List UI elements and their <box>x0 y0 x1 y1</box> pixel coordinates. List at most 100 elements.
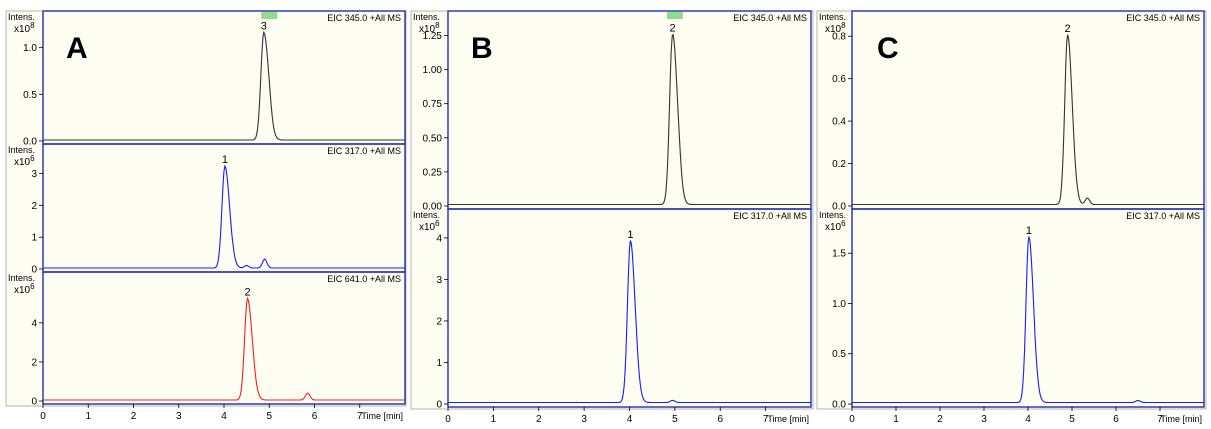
trace-title: EIC 317.0 +All MS <box>733 211 807 221</box>
intensity-label: Intens. <box>819 12 846 22</box>
exponent-power: 6 <box>30 154 35 163</box>
trace-title: EIC 345.0 +All MS <box>327 13 401 23</box>
x-tick-label: 3 <box>981 414 987 425</box>
x-tick-label: 5 <box>266 411 272 422</box>
range-marker <box>261 12 278 19</box>
y-tick-label: 0.4 <box>832 117 846 128</box>
panel-background <box>410 10 814 410</box>
exponent-power: 8 <box>841 21 846 30</box>
y-tick-label: 2 <box>31 201 37 212</box>
trace-line <box>43 164 405 269</box>
y-tick-label: 0.0 <box>832 202 846 213</box>
intensity-label: Intens. <box>8 273 35 283</box>
y-tick-label: 0.75 <box>423 99 443 110</box>
x-tick-label: 2 <box>536 414 542 425</box>
panel-label: B <box>471 32 493 65</box>
trace-line <box>852 34 1204 206</box>
range-marker <box>666 12 683 19</box>
y-tick-label: 4 <box>436 233 442 244</box>
y-tick-label: 0.6 <box>832 74 846 85</box>
x-tick-label: 1 <box>491 414 497 425</box>
x-axis-label: Time [min] <box>361 411 403 421</box>
x-tick-label: 4 <box>221 411 227 422</box>
intensity-label: Intens. <box>8 145 35 155</box>
x-axis-label: Time [min] <box>1160 414 1202 424</box>
x-tick-label: 3 <box>176 411 182 422</box>
x-tick-label: 4 <box>1025 414 1031 425</box>
x-tick-label: 2 <box>937 414 943 425</box>
trace-title: EIC 641.0 +All MS <box>327 274 401 284</box>
peak-label: 2 <box>1065 23 1071 35</box>
y-tick-label: 3 <box>436 275 442 286</box>
y-tick-label: 3 <box>31 169 37 180</box>
intensity-label: Intens. <box>413 12 440 22</box>
panel-background <box>5 10 407 407</box>
trace-line <box>852 236 1204 404</box>
y-tick-label: 1.0 <box>832 299 846 310</box>
x-tick-label: 7 <box>1157 414 1163 425</box>
x-tick-label: 3 <box>581 414 587 425</box>
x-tick-label: 4 <box>627 414 633 425</box>
trace-line <box>43 30 405 141</box>
exponent-power: 6 <box>841 219 846 228</box>
y-tick-label: 0.5 <box>23 90 37 101</box>
x-tick-label: 7 <box>357 411 363 422</box>
panel-background <box>816 10 1207 410</box>
y-tick-label: 0 <box>31 397 37 408</box>
exponent-label: x106 <box>14 154 35 168</box>
y-tick-label: 0 <box>436 400 442 411</box>
exponent-power: 6 <box>30 282 35 291</box>
trace-line <box>43 296 405 401</box>
x-tick-label: 6 <box>1113 414 1119 425</box>
trace-title: EIC 345.0 +All MS <box>1126 13 1200 23</box>
exponent-label: x106 <box>419 219 440 233</box>
y-tick-label: 0.5 <box>832 349 846 360</box>
intensity-label: Intens. <box>413 210 440 220</box>
y-tick-label: 1.00 <box>423 65 443 76</box>
panel-label: C <box>877 32 899 65</box>
exponent-label: x106 <box>14 282 35 296</box>
x-tick-label: 0 <box>445 414 451 425</box>
y-tick-label: 0.2 <box>832 159 846 170</box>
x-axis-label: Time [min] <box>767 414 809 424</box>
y-tick-label: 0.0 <box>23 137 37 148</box>
y-tick-label: 1.5 <box>832 249 846 260</box>
y-tick-label: 2 <box>436 316 442 327</box>
y-tick-label: 1.0 <box>23 43 37 54</box>
exponent-label: x108 <box>14 21 35 35</box>
peak-label: 2 <box>244 286 250 298</box>
x-tick-label: 1 <box>85 411 91 422</box>
trace-plot: Intens.x106 0.0 0.5 1.0 1.5 EIC 317.0 +All MS… <box>819 208 1205 411</box>
intensity-label: Intens. <box>819 210 846 220</box>
exponent-label: x108 <box>825 21 846 35</box>
y-tick-label: 1 <box>31 233 37 244</box>
intensity-label: Intens. <box>8 12 35 22</box>
peak-label: 2 <box>670 22 676 34</box>
x-tick-label: 0 <box>40 411 46 422</box>
trace-line <box>448 33 811 206</box>
y-tick-label: 1 <box>436 358 442 369</box>
trace-title: EIC 317.0 +All MS <box>327 146 401 156</box>
y-tick-label: 0.00 <box>423 202 443 213</box>
x-tick-label: 5 <box>672 414 678 425</box>
exponent-power: 8 <box>30 21 35 30</box>
panel-label: A <box>66 32 88 65</box>
x-tick-label: 2 <box>131 411 137 422</box>
exponent-power: 8 <box>435 21 440 30</box>
x-tick-label: 6 <box>717 414 723 425</box>
y-tick-label: 0 <box>31 265 37 276</box>
trace-plot: Intens.x106 0 1 2 3 4 EIC 317.0 +All MS 1 <box>413 208 812 411</box>
y-tick-label: 0.8 <box>832 32 846 43</box>
trace-title: EIC 317.0 +All MS <box>1126 211 1200 221</box>
y-tick-label: 2 <box>31 357 37 368</box>
exponent-power: 6 <box>435 219 440 228</box>
x-tick-label: 7 <box>763 414 769 425</box>
y-tick-label: 1.25 <box>423 31 443 42</box>
exponent-label: x108 <box>419 21 440 35</box>
x-tick-label: 6 <box>312 411 318 422</box>
peak-label: 1 <box>627 229 633 241</box>
exponent-label: x106 <box>825 219 846 233</box>
